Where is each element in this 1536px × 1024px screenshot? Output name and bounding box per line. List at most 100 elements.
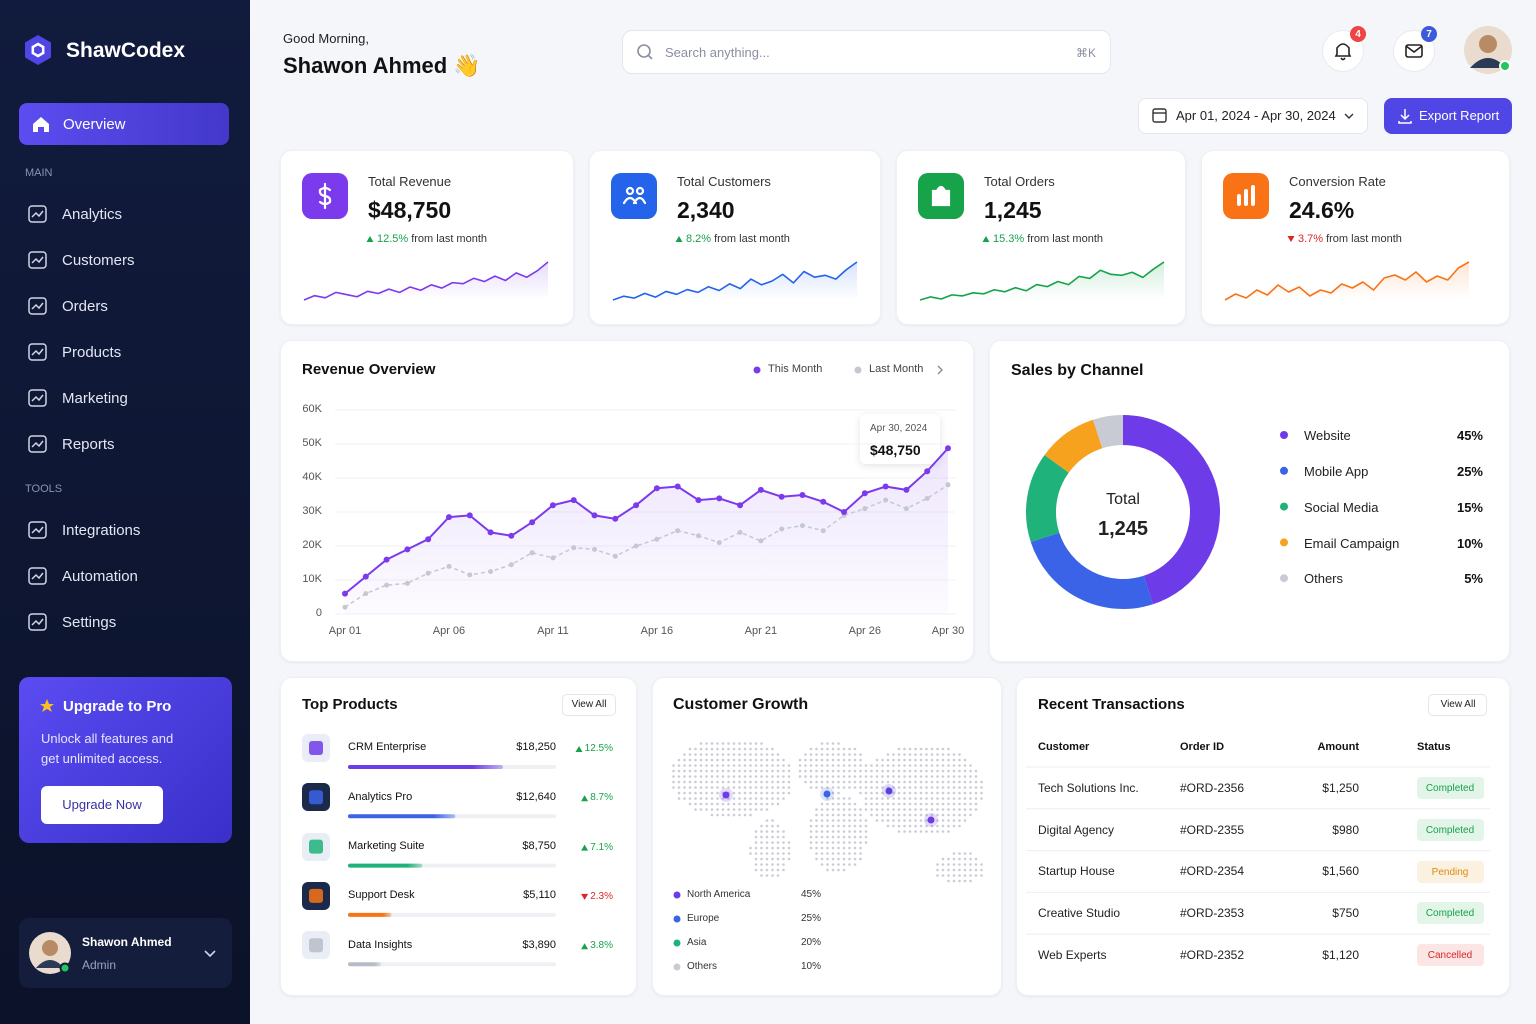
kpi-icon bbox=[918, 173, 964, 219]
legend-value: 20% bbox=[801, 937, 822, 948]
kpi-icon bbox=[1223, 173, 1269, 219]
avatar-status bbox=[1499, 60, 1511, 72]
search-shortcut: ⌘K bbox=[1075, 45, 1096, 60]
search-placeholder[interactable]: Search anything... bbox=[665, 45, 770, 61]
product-amount: $8,750 bbox=[522, 840, 556, 852]
y-tick-label: 10K bbox=[302, 573, 322, 586]
products-card bbox=[280, 677, 637, 996]
kpi-change: 12.5% from last month bbox=[377, 232, 487, 246]
nav-active[interactable] bbox=[19, 103, 229, 145]
product-name: Analytics Pro bbox=[348, 790, 413, 803]
status-badge bbox=[1417, 944, 1484, 967]
product-amount: $12,640 bbox=[516, 790, 556, 803]
upgrade-title: Upgrade to Pro bbox=[63, 698, 172, 715]
legend-label[interactable]: This Month bbox=[768, 363, 823, 376]
upgrade-button[interactable] bbox=[41, 786, 163, 824]
nav-item[interactable]: Overview bbox=[63, 116, 126, 133]
kpi-change: 15.3% from last month bbox=[993, 232, 1103, 246]
product-change: 2.3% bbox=[590, 890, 613, 902]
legend-label: Others bbox=[687, 961, 718, 972]
nav-item[interactable]: Integrations bbox=[62, 522, 141, 539]
date-range[interactable]: Apr 01, 2024 - Apr 30, 2024 bbox=[1176, 108, 1336, 124]
table-cell: #ORD-2356 bbox=[1180, 780, 1245, 795]
user-name: Shawon Ahmed bbox=[82, 934, 172, 949]
x-tick-label: Apr 06 bbox=[432, 625, 466, 638]
kpi-value: 1,245 bbox=[984, 197, 1042, 224]
product-change: 8.7% bbox=[590, 792, 613, 804]
product-change: 3.8% bbox=[590, 940, 613, 952]
nav-item[interactable]: Products bbox=[62, 344, 122, 361]
channel-card bbox=[989, 340, 1510, 662]
kpi-label: Total Orders bbox=[984, 174, 1055, 190]
legend-value: 10% bbox=[801, 961, 822, 972]
table-cell: $750 bbox=[1332, 906, 1359, 921]
status-badge bbox=[1417, 777, 1484, 799]
product-name: CRM Enterprise bbox=[348, 741, 427, 754]
legend-value: 15% bbox=[1456, 499, 1483, 515]
view-all-label[interactable]: View All bbox=[1440, 699, 1476, 710]
nav-item[interactable]: Customers bbox=[62, 252, 135, 269]
kpi-change-note: from last month bbox=[714, 233, 790, 245]
upgrade-text: Unlock all features and get unlimited ac… bbox=[41, 731, 174, 766]
column-header: Order ID bbox=[1180, 741, 1225, 754]
brand-name: ShawCodex bbox=[66, 39, 186, 63]
legend-value: 25% bbox=[801, 913, 822, 924]
product-icon bbox=[302, 931, 330, 960]
user-card bbox=[19, 918, 232, 988]
kpi-change-value: 15.3% bbox=[993, 233, 1025, 245]
product-amount: $5,110 bbox=[523, 889, 556, 902]
kpi-value: 2,340 bbox=[677, 197, 735, 224]
table-cell: Startup House bbox=[1038, 864, 1115, 879]
kpi-change-note: from last month bbox=[1326, 233, 1402, 245]
product-amount: $3,890 bbox=[522, 938, 556, 951]
status-label: Completed bbox=[1425, 824, 1475, 836]
avatar-head bbox=[1479, 35, 1497, 53]
nav-item[interactable]: Settings bbox=[62, 614, 117, 631]
nav-item[interactable]: Analytics bbox=[62, 206, 123, 223]
legend-label: Email Campaign bbox=[1304, 535, 1400, 551]
export-label[interactable]: Export Report bbox=[1419, 108, 1500, 124]
kpi-change: 8.2% from last month bbox=[686, 232, 790, 246]
legend-label: Asia bbox=[687, 937, 707, 948]
x-tick-label: Apr 01 bbox=[328, 625, 362, 638]
legend-label: Others bbox=[1304, 571, 1344, 587]
kpi-icon bbox=[302, 173, 348, 219]
product-icon bbox=[302, 734, 330, 762]
product-icon bbox=[302, 783, 330, 812]
search-box[interactable] bbox=[622, 30, 1111, 74]
status-label: Completed bbox=[1425, 908, 1475, 920]
table-cell: $1,250 bbox=[1322, 780, 1359, 795]
nav-item[interactable]: Reports bbox=[62, 436, 115, 453]
y-tick-label: 60K bbox=[302, 403, 322, 416]
kpi-change-value: 8.2% bbox=[686, 233, 712, 245]
view-all-button[interactable] bbox=[1428, 694, 1487, 716]
table-cell: #ORD-2355 bbox=[1180, 822, 1245, 837]
x-tick-label: Apr 16 bbox=[640, 625, 674, 638]
badge-count: 7 bbox=[1426, 29, 1432, 40]
legend-value: 10% bbox=[1456, 535, 1483, 551]
nav-item[interactable]: Automation bbox=[62, 568, 138, 585]
donut-center-label: Total bbox=[1106, 491, 1140, 509]
date-picker[interactable] bbox=[1138, 98, 1368, 134]
y-tick-label: 50K bbox=[302, 437, 322, 450]
product-icon bbox=[302, 881, 330, 910]
table-cell: $1,120 bbox=[1322, 948, 1359, 962]
table-cell: #ORD-2353 bbox=[1180, 906, 1245, 921]
legend-label[interactable]: Last Month bbox=[869, 363, 924, 376]
chart-title: Sales by Channel bbox=[1011, 362, 1144, 380]
legend-label: Europe bbox=[687, 913, 720, 924]
product-name: Support Desk bbox=[348, 889, 415, 902]
upgrade-button-label[interactable]: Upgrade Now bbox=[62, 797, 142, 813]
card-title: Customer Growth bbox=[673, 696, 809, 714]
view-all-label[interactable]: View All bbox=[571, 699, 607, 710]
table-cell: Digital Agency bbox=[1038, 822, 1115, 837]
nav-item[interactable]: Orders bbox=[62, 298, 108, 315]
nav-item[interactable]: Marketing bbox=[62, 390, 128, 407]
kpi-change-note: from last month bbox=[1027, 233, 1104, 245]
kpi-change-note: from last month bbox=[411, 233, 488, 245]
user-greeting-name: Shawon Ahmed 👋 bbox=[283, 52, 481, 78]
view-all-button[interactable] bbox=[562, 694, 616, 716]
card-title: Top Products bbox=[302, 696, 398, 713]
status-badge bbox=[1417, 860, 1484, 883]
